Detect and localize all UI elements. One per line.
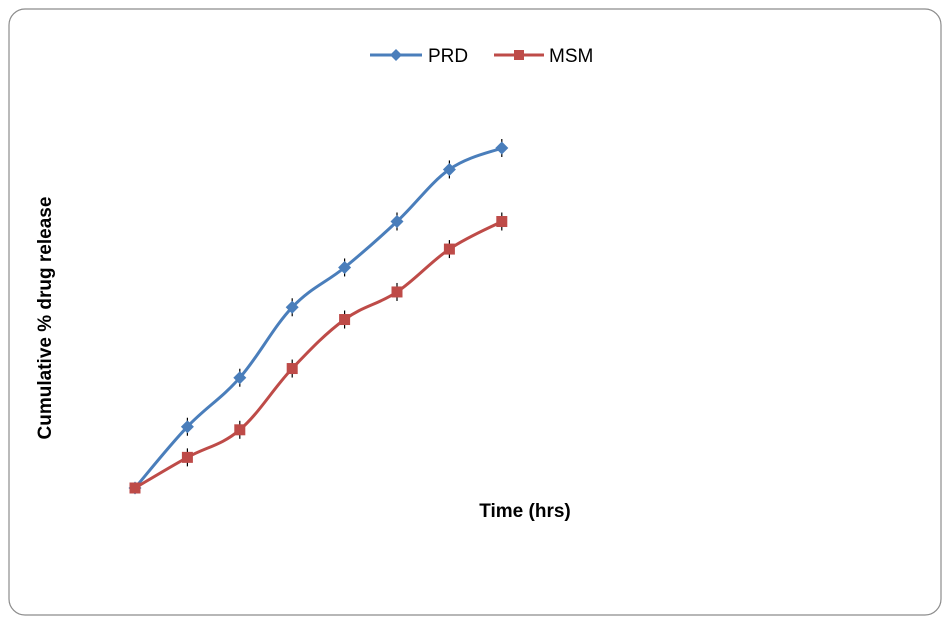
x-axis-title: Time (hrs) — [479, 501, 571, 522]
legend-marker-msm — [514, 50, 524, 60]
legend-marker-prd — [390, 49, 402, 61]
data-point-msm-4 — [339, 314, 351, 326]
data-point-msm-7 — [496, 216, 508, 228]
series-line-msm — [134, 220, 503, 490]
legend-label-prd: PRD — [428, 46, 468, 67]
data-point-prd-7 — [495, 141, 509, 155]
plot-area — [128, 139, 509, 495]
legend-label-msm: MSM — [549, 46, 593, 67]
data-point-prd-5 — [390, 215, 404, 229]
data-point-msm-1 — [181, 451, 193, 463]
chart-frame — [8, 8, 942, 616]
data-point-msm-5 — [391, 286, 403, 298]
legend-item-msm: MSM — [494, 46, 593, 67]
data-point-msm-6 — [443, 243, 455, 255]
series-line-prd — [133, 146, 503, 489]
data-point-msm-3 — [286, 363, 298, 375]
data-point-prd-1 — [180, 420, 194, 434]
legend-item-prd: PRD — [370, 46, 468, 67]
legend: PRD MSM — [370, 46, 593, 67]
data-point-msm-0 — [129, 482, 141, 494]
data-point-prd-6 — [442, 162, 456, 176]
y-axis-title: Cumulative % drug release — [35, 197, 56, 440]
data-point-prd-3 — [285, 300, 299, 314]
data-point-msm-2 — [234, 424, 246, 436]
data-point-prd-4 — [338, 260, 352, 274]
data-point-prd-2 — [233, 371, 247, 385]
